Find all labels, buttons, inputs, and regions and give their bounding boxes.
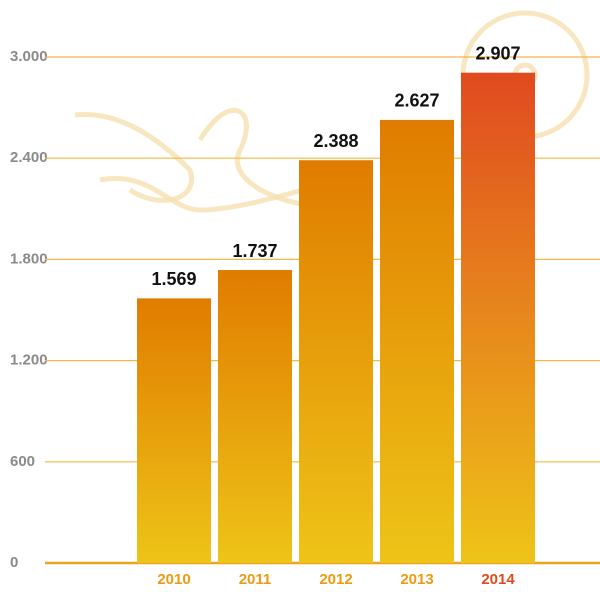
value-label: 2.388 bbox=[313, 131, 358, 151]
bar bbox=[461, 73, 535, 563]
value-label: 2.627 bbox=[394, 91, 439, 111]
bar bbox=[218, 270, 292, 563]
y-tick-label: 2.400 bbox=[10, 149, 48, 166]
bar bbox=[137, 298, 211, 563]
bar bbox=[299, 160, 373, 563]
value-label: 1.569 bbox=[151, 269, 196, 289]
bar bbox=[380, 120, 454, 563]
y-tick-label: 600 bbox=[10, 453, 35, 470]
value-label: 2.907 bbox=[475, 43, 520, 63]
y-tick-label: 0 bbox=[10, 554, 18, 571]
x-tick-label: 2012 bbox=[319, 571, 352, 588]
y-tick-label: 1.200 bbox=[10, 352, 48, 369]
x-tick-label: 2011 bbox=[239, 571, 272, 588]
x-tick-label: 2010 bbox=[157, 571, 190, 588]
x-tick-label: 2013 bbox=[400, 571, 433, 588]
chart: 0 600 1.200 1.800 2.400 3.000 1.569 2010 1.737 20… bbox=[0, 0, 600, 592]
y-tick-label: 1.800 bbox=[10, 250, 48, 267]
y-tick-label: 3.000 bbox=[10, 48, 48, 65]
value-label: 1.737 bbox=[232, 241, 277, 261]
x-tick-label: 2014 bbox=[481, 571, 515, 588]
